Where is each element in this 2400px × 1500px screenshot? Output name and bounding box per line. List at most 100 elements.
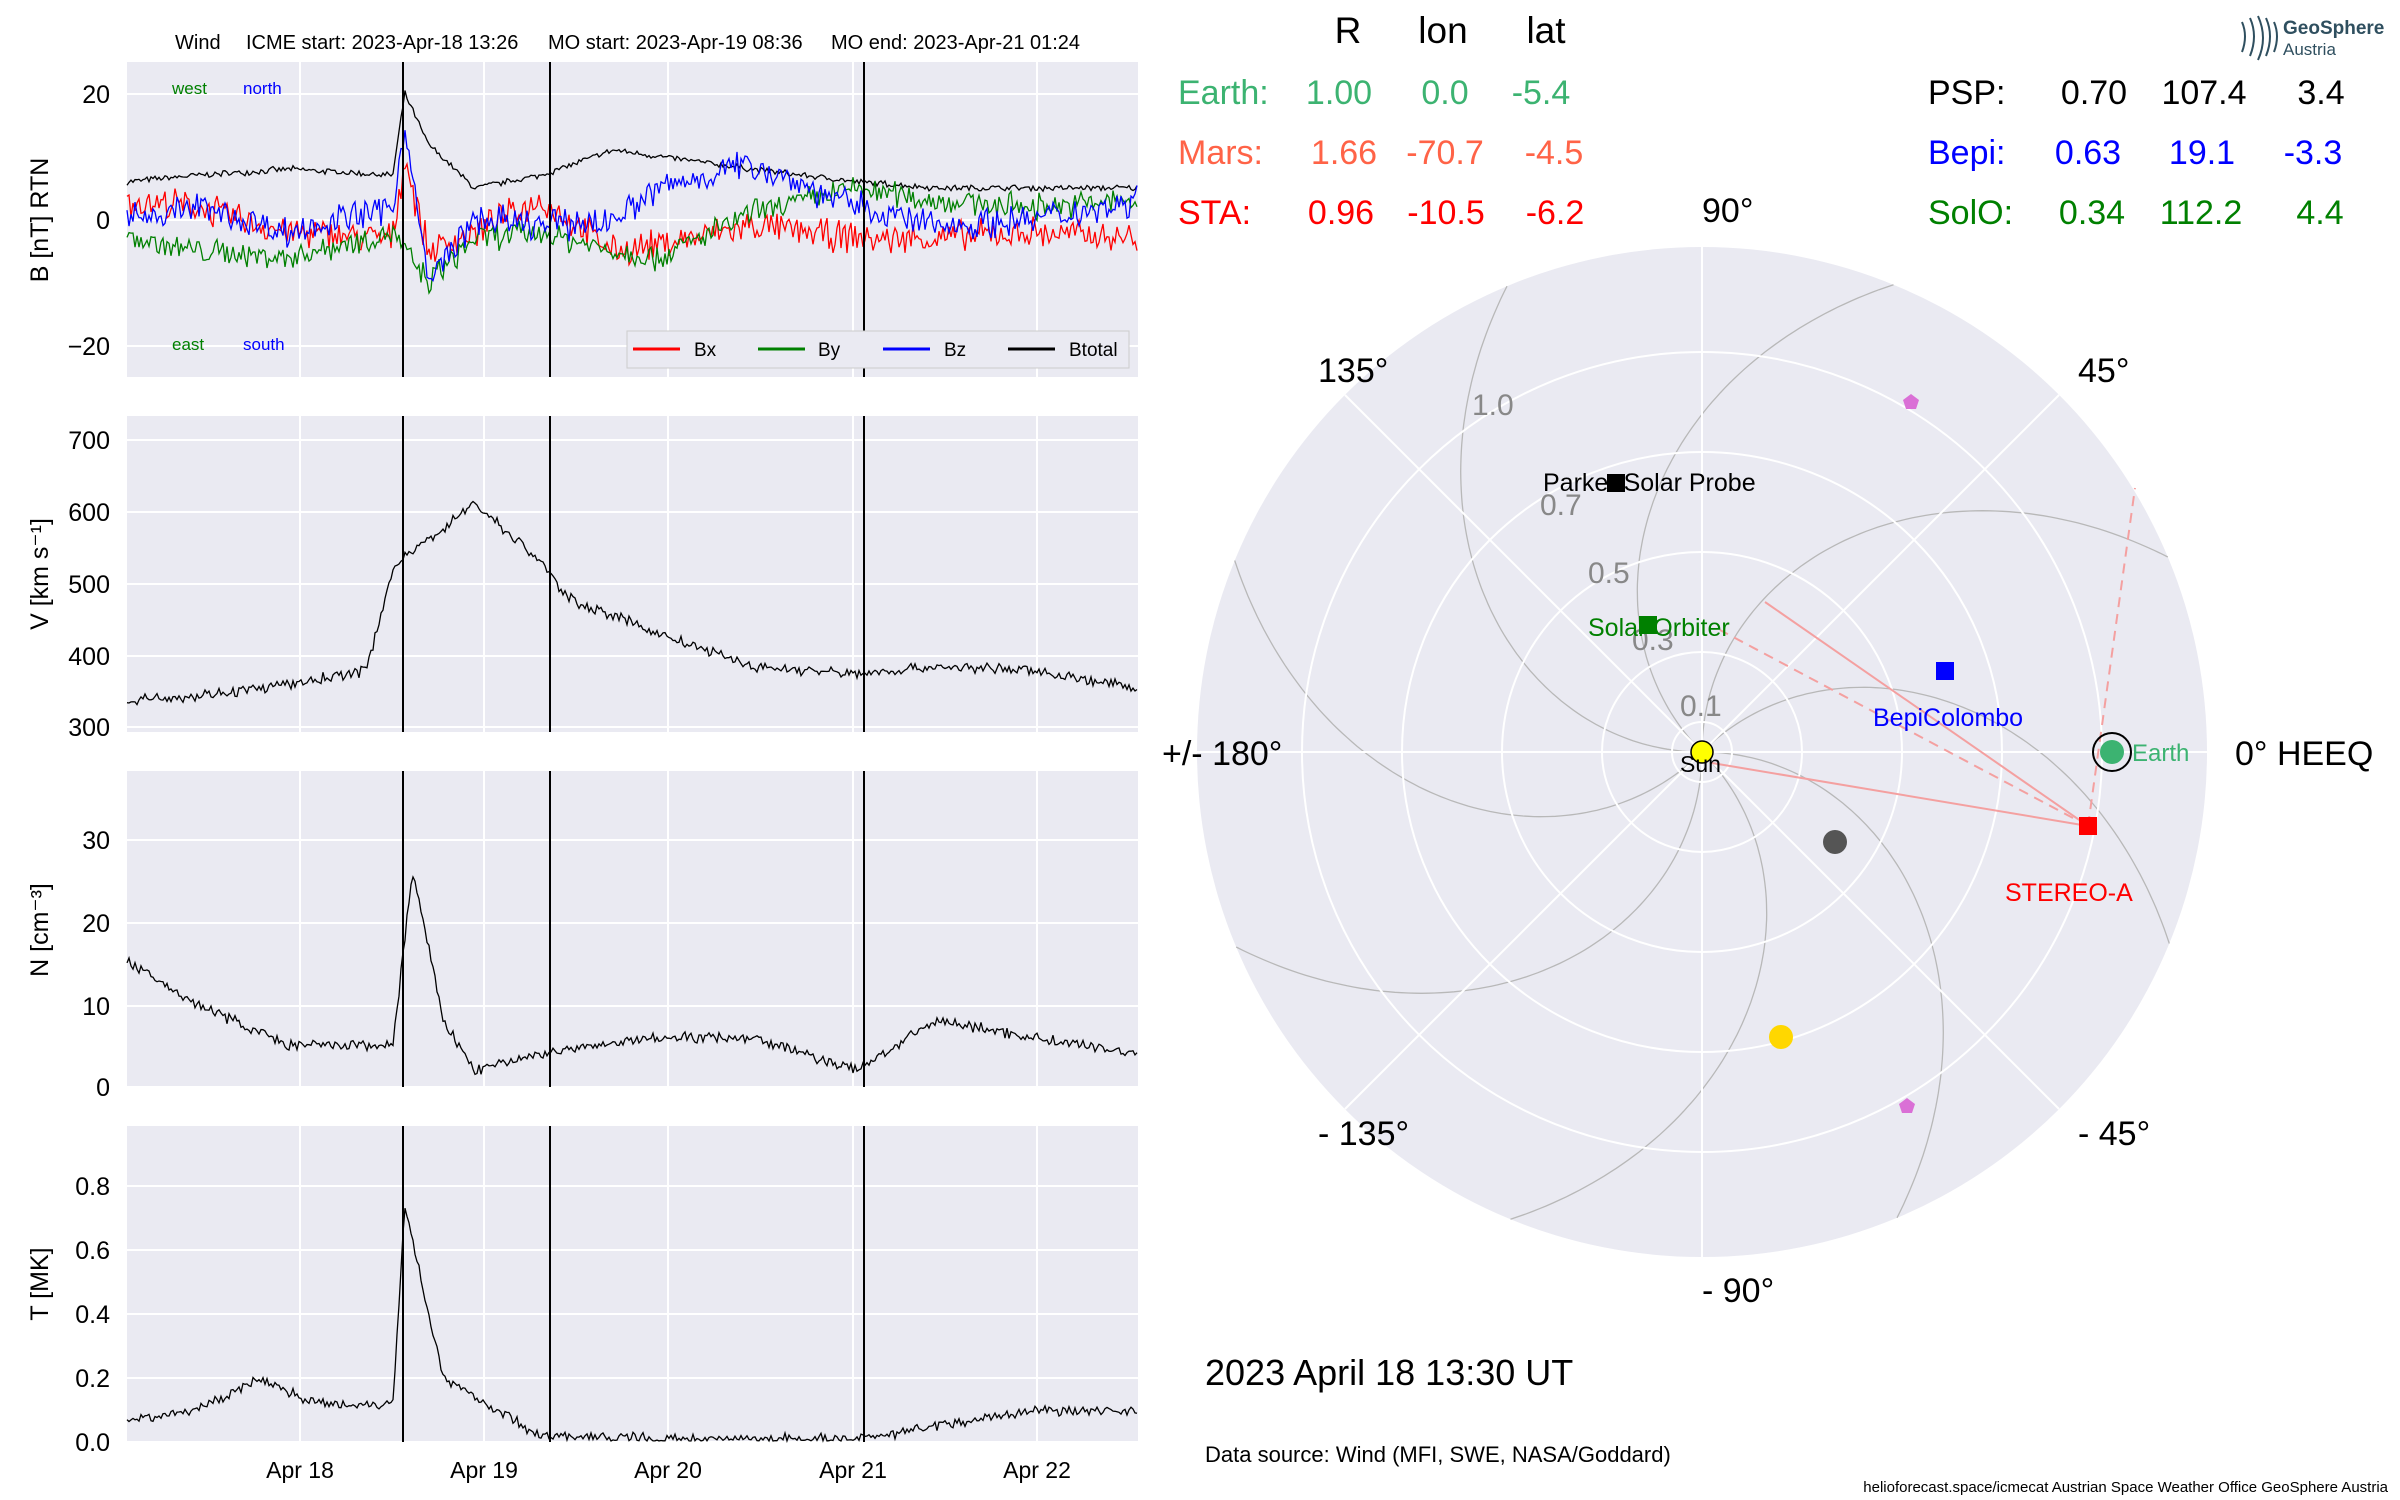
parker-spiral-line — [1705, 686, 2170, 944]
row-earth-r: 1.00 — [1306, 74, 1372, 112]
t-ytick-0.0: 0.0 — [75, 1429, 110, 1457]
b-legend: Bx By Bz Btotal — [626, 330, 1130, 369]
mo-start-label: MO start: 2023-Apr-19 08:36 — [548, 32, 803, 54]
row-bepi-r: 0.63 — [2055, 134, 2121, 172]
xtick-apr22: Apr 22 — [1003, 1457, 1071, 1483]
logo-text-line1: GeoSphere — [2283, 18, 2384, 39]
parker-spiral-line — [1636, 284, 1894, 749]
row-psp: PSP: 0.70 107.4 3.4 — [1928, 74, 2345, 112]
n-ytick-20: 20 — [82, 910, 110, 938]
row-solo-lat: 4.4 — [2296, 194, 2343, 232]
parker-spirals — [1234, 284, 2170, 1220]
sta-fov-line-2 — [1764, 601, 2089, 827]
row-psp-lat: 3.4 — [2297, 74, 2344, 112]
row-bepi-lat: -3.3 — [2284, 134, 2343, 172]
parker-spiral-line — [1235, 756, 1703, 994]
t-gridlines — [127, 1126, 1138, 1443]
sta-fov-line-3 — [1719, 629, 2089, 827]
legend-bz-label: Bz — [944, 340, 966, 361]
row-psp-r: 0.70 — [2061, 74, 2127, 112]
v-ytick-400: 400 — [68, 643, 110, 671]
n-ylabel: N [cm⁻³] — [26, 883, 54, 977]
v-ylabel: V [km s⁻¹] — [26, 518, 54, 630]
row-bepi-name: Bepi: — [1928, 134, 2006, 172]
mercury-marker — [1823, 830, 1847, 854]
sta-fov-lines — [1711, 487, 2136, 827]
v-ytick-700: 700 — [68, 427, 110, 455]
velocity-panel: 700 600 500 400 300 V [km s⁻¹] — [26, 416, 1138, 742]
parker-spiral-line — [1510, 755, 1768, 1220]
temperature-panel: 0.8 0.6 0.4 0.2 0.0 T [MK] — [26, 1126, 1138, 1457]
t-ytick-0.8: 0.8 — [75, 1173, 110, 1201]
t-ylabel: T [MK] — [26, 1247, 54, 1320]
sta-fov-line-1 — [1711, 762, 2089, 827]
angle-label-180: +/- 180° — [1162, 735, 1282, 773]
row-psp-name: PSP: — [1928, 74, 2005, 112]
row-earth-lon: 0.0 — [1421, 74, 1468, 112]
angle-label-minus-45: - 45° — [2078, 1115, 2150, 1153]
temperature-series-line — [126, 1208, 1138, 1444]
b-ytick-20: 20 — [82, 81, 110, 109]
radial-label-0.5: 0.5 — [1588, 557, 1630, 590]
parker-spiral-line — [1234, 560, 1699, 818]
sun-marker — [1690, 740, 1714, 764]
row-solo-name: SolO: — [1928, 194, 2013, 232]
bepicolombo-marker — [1936, 662, 1954, 680]
parker-spiral-line — [1701, 510, 2169, 748]
header-lon: lon — [1418, 10, 1467, 51]
t-event-lines — [402, 1126, 865, 1442]
t-ytick-0.6: 0.6 — [75, 1237, 110, 1265]
solar-orbiter-label: Solar Orbiter — [1588, 614, 1730, 642]
b-event-lines — [402, 62, 865, 377]
v-ytick-500: 500 — [68, 571, 110, 599]
b-ytick-0: 0 — [96, 207, 110, 235]
logo-text-line2: Austria — [2283, 40, 2336, 59]
v-panel-background — [127, 416, 1138, 732]
planet-pentagon-marker-upper — [1903, 394, 1919, 409]
bepicolombo-label: BepiColombo — [1873, 704, 2023, 732]
earth-label: Earth — [2132, 740, 2189, 767]
sta-fov-line-4 — [2087, 487, 2136, 827]
n-gridlines — [127, 771, 1138, 1088]
b-field-panel: 20 0 −20 B [nT] RTN west north east sout… — [26, 62, 1138, 377]
btotal-series-line — [126, 90, 1138, 193]
geosphere-logo: GeoSphere Austria — [2241, 15, 2384, 61]
footer-credits: helioforecast.space/icmecat Austrian Spa… — [1863, 1479, 2388, 1496]
bz-series-line — [126, 130, 1138, 282]
stereo-a-marker — [2079, 817, 2097, 835]
mo-end-label: MO end: 2023-Apr-21 01:24 — [831, 32, 1080, 54]
angle-label-45: 45° — [2078, 352, 2129, 390]
parker-solar-probe-label: Parker Solar Probe — [1543, 469, 1756, 497]
row-earth-lat: -5.4 — [1512, 74, 1571, 112]
earth-marker — [2100, 740, 2124, 764]
south-label: south — [243, 335, 285, 354]
angle-label-0: 0° HEEQ — [2235, 735, 2373, 773]
n-ytick-0: 0 — [96, 1074, 110, 1102]
row-solo-lon: 112.2 — [2160, 194, 2243, 232]
row-mars-name: Mars: — [1178, 134, 1263, 172]
v-ytick-300: 300 — [68, 714, 110, 742]
data-source-label: Data source: Wind (MFI, SWE, NASA/Goddar… — [1205, 1442, 1671, 1467]
b-ytick-minus-20: −20 — [68, 333, 110, 361]
v-event-lines — [402, 416, 865, 732]
xtick-apr21: Apr 21 — [819, 1457, 887, 1483]
header-lat: lat — [1526, 10, 1566, 51]
angle-label-90: 90° — [1702, 192, 1753, 230]
icme-start-label: ICME start: 2023-Apr-18 13:26 — [246, 32, 518, 54]
radial-label-0.7: 0.7 — [1540, 489, 1582, 522]
north-label: north — [243, 79, 282, 98]
row-earth: Earth: 1.00 0.0 -5.4 — [1178, 74, 1570, 112]
row-solo: SolO: 0.34 112.2 4.4 — [1928, 194, 2344, 232]
row-sta-r: 0.96 — [1308, 194, 1374, 232]
legend-bx-label: Bx — [694, 340, 717, 361]
by-series-line — [126, 177, 1138, 295]
t-ytick-0.2: 0.2 — [75, 1365, 110, 1393]
row-mars-lon: -70.7 — [1406, 134, 1484, 172]
earth-ring — [2092, 732, 2132, 772]
sun-label: Sun — [1680, 751, 1721, 777]
t-ytick-0.4: 0.4 — [75, 1301, 110, 1329]
xtick-apr18: Apr 18 — [266, 1457, 334, 1483]
east-label: east — [172, 335, 204, 354]
row-sta: STA: 0.96 -10.5 -6.2 — [1178, 194, 1584, 232]
velocity-series-line — [126, 500, 1138, 706]
